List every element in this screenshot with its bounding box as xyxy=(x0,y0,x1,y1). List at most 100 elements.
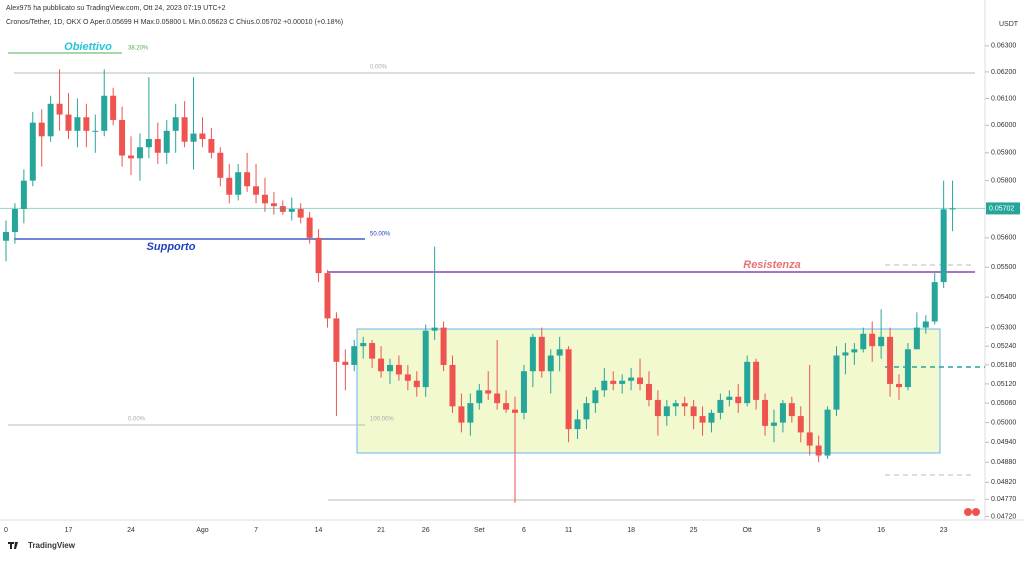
candle-body xyxy=(38,122,45,137)
fib-label: 38.20% xyxy=(128,46,149,52)
y-tick-label: 0.05300 xyxy=(991,324,1016,331)
y-tick-label: 0.05060 xyxy=(991,400,1016,407)
candle-body xyxy=(699,416,706,423)
candle-body xyxy=(378,358,385,372)
candle-body xyxy=(904,349,911,388)
candle-body xyxy=(20,180,27,209)
candle-body xyxy=(833,355,840,410)
candle-body xyxy=(869,333,876,347)
author-line: Alex975 ha pubblicato su TradingView.com… xyxy=(6,5,226,12)
candle-body xyxy=(663,406,670,417)
y-tick-label: 0.04720 xyxy=(991,513,1016,520)
candle-body xyxy=(342,361,349,365)
y-tick-label: 0.06300 xyxy=(991,43,1016,50)
x-tick-label: 21 xyxy=(377,527,385,534)
candle-body xyxy=(3,232,9,241)
y-tick-label: 0.04880 xyxy=(991,459,1016,466)
candle-body xyxy=(797,416,804,433)
candle-body xyxy=(583,403,590,420)
x-tick-label: 17 xyxy=(65,527,73,534)
last-price-label: 0.05702 xyxy=(989,205,1014,212)
y-tick-label: 0.06200 xyxy=(991,69,1016,76)
symbol-line: Cronos/Tether, 1D, OKX O Aper.0.05699 H … xyxy=(6,19,343,26)
candle-body xyxy=(226,177,233,195)
y-tick-label: 0.05500 xyxy=(991,264,1016,271)
candle-body xyxy=(824,409,831,456)
candle-body xyxy=(136,147,143,159)
candle-body xyxy=(74,117,81,131)
candle-body xyxy=(458,406,465,423)
candle-body xyxy=(83,117,90,131)
x-tick-label: 0 xyxy=(4,527,8,534)
candle-body xyxy=(422,330,429,388)
candle-body xyxy=(253,186,260,195)
x-tick-label: 25 xyxy=(690,527,698,534)
candle-body xyxy=(887,336,894,384)
x-tick-label: 6 xyxy=(522,527,526,534)
x-tick-label: 23 xyxy=(940,527,948,534)
y-tick-label: 0.04820 xyxy=(991,479,1016,486)
candle-body xyxy=(547,355,554,372)
candle-body xyxy=(610,380,617,384)
candle-body xyxy=(717,399,724,413)
candle-body xyxy=(315,237,322,274)
candle-body xyxy=(244,172,251,187)
brand: TradingView xyxy=(28,541,76,550)
x-tick-label: 11 xyxy=(565,527,572,534)
y-tick-label: 0.05000 xyxy=(991,419,1016,426)
candle-body xyxy=(788,403,795,417)
candle-body xyxy=(467,403,474,423)
candle-body xyxy=(815,445,822,456)
candle-body xyxy=(369,343,376,359)
candle-body xyxy=(56,103,63,115)
candle-body xyxy=(119,119,126,156)
candle-body xyxy=(199,133,206,140)
candle-body xyxy=(386,364,393,372)
candle-body xyxy=(306,217,313,238)
candle-body xyxy=(574,419,581,430)
y-tick-label: 0.05600 xyxy=(991,235,1016,242)
y-tick-label: 0.06000 xyxy=(991,122,1016,129)
candles xyxy=(3,69,956,503)
candle-body xyxy=(440,327,447,365)
candle-body xyxy=(592,390,599,404)
fib-label: 50.00% xyxy=(370,232,391,238)
candle-body xyxy=(913,327,920,350)
candle-body xyxy=(601,380,608,391)
candle-body xyxy=(690,406,697,417)
candle-body xyxy=(163,130,170,153)
candle-body xyxy=(878,336,885,347)
fib-label: 100.00% xyxy=(370,417,394,423)
candle-body xyxy=(29,122,36,181)
candle-body xyxy=(360,343,367,347)
candle-body xyxy=(753,361,760,400)
candle-body xyxy=(860,333,867,350)
candle-body xyxy=(413,380,420,388)
candle-body xyxy=(92,130,99,132)
candle-body xyxy=(619,380,626,384)
x-tick-label: 14 xyxy=(315,527,323,534)
candle-body xyxy=(431,327,438,331)
candle-body xyxy=(181,117,188,142)
last-price-box xyxy=(986,202,1020,215)
candle-body xyxy=(217,152,224,178)
candle-body xyxy=(494,393,501,404)
candle-body xyxy=(931,282,938,322)
x-tick-label: 16 xyxy=(877,527,885,534)
candle-body xyxy=(520,371,527,413)
y-tick-label: 0.04940 xyxy=(991,439,1016,446)
y-tick-label: 0.05900 xyxy=(991,150,1016,157)
candle-body xyxy=(529,336,536,372)
fib-label: 0.00% xyxy=(128,417,146,423)
candle-body xyxy=(851,349,858,353)
candle-body xyxy=(279,206,286,212)
x-tick-label: 18 xyxy=(627,527,635,534)
candle-body xyxy=(896,383,902,388)
candle-body xyxy=(681,403,688,407)
candle-body xyxy=(110,95,117,120)
candle-body xyxy=(101,95,108,131)
candle-body xyxy=(333,318,340,362)
candle-body xyxy=(65,114,72,131)
candle-body xyxy=(672,403,679,407)
